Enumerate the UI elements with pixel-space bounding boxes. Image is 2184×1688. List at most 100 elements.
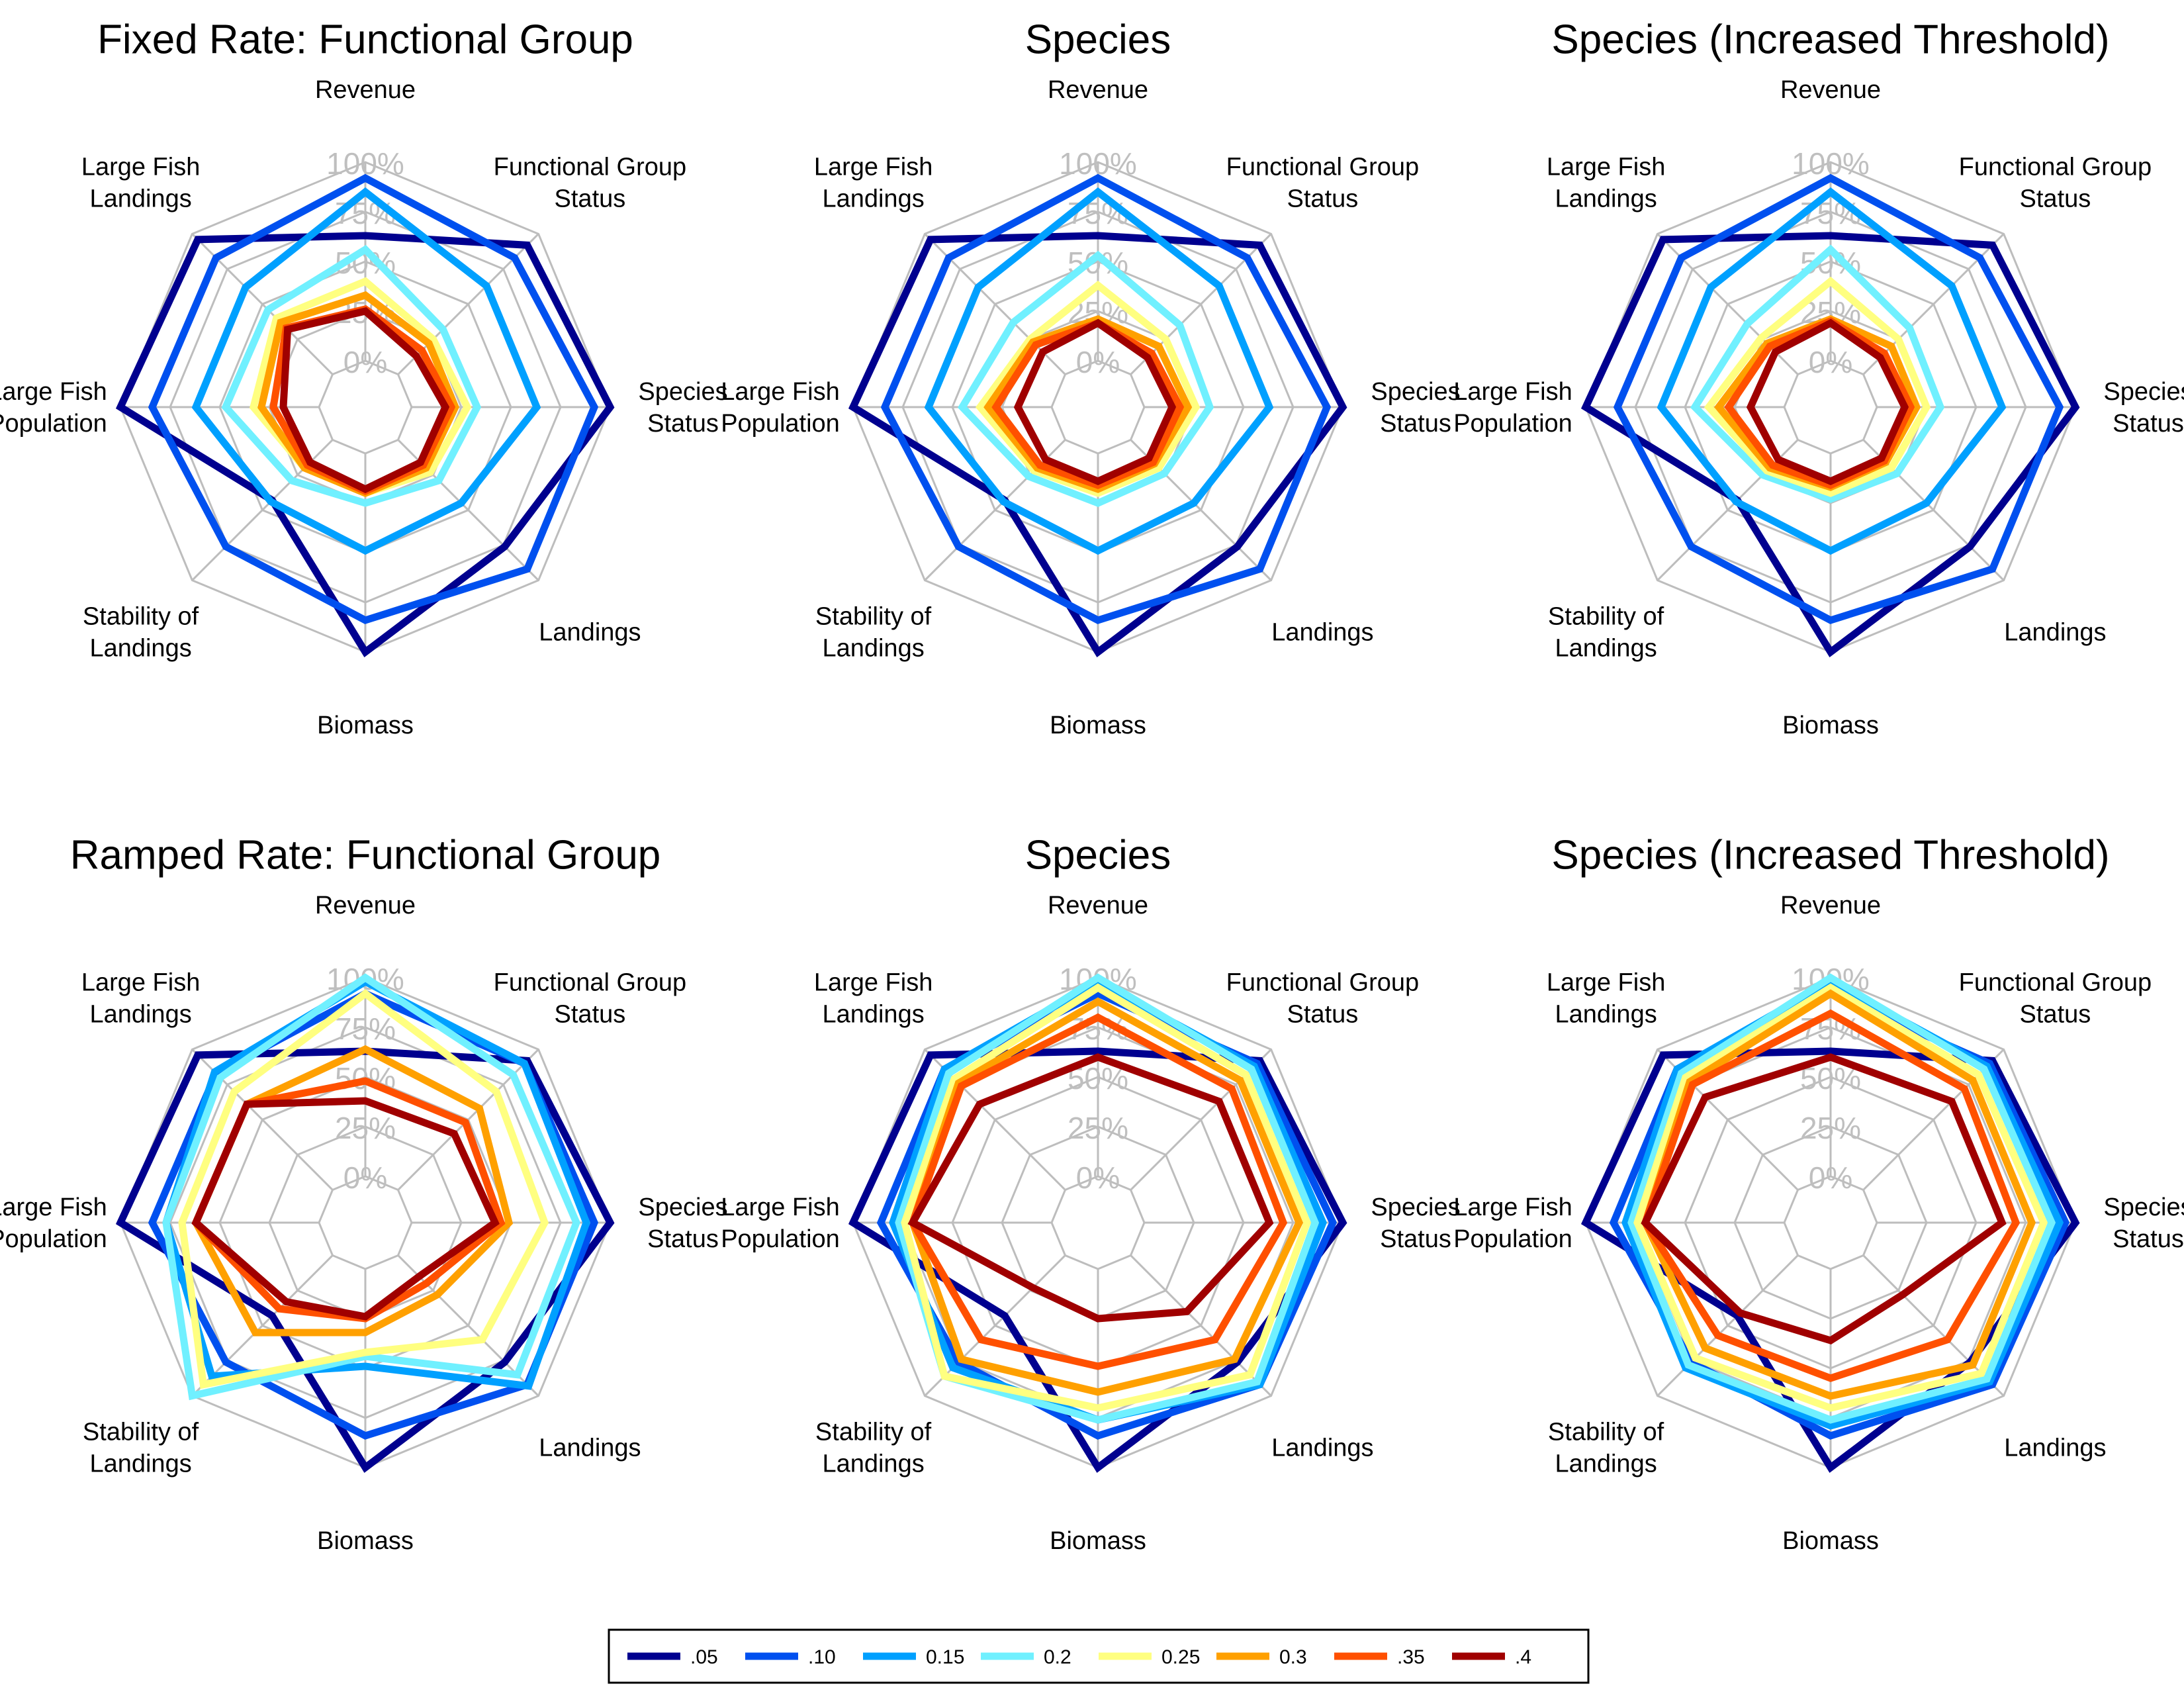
axis-label-biomass: Biomass: [1050, 1527, 1146, 1555]
tick-label: 0%: [343, 345, 387, 379]
axis-label-stability-of-landings: Landings: [822, 1450, 924, 1477]
axis-label-large-fish-population: Large Fish: [1453, 1194, 1572, 1221]
series-line-0-25: [1704, 276, 1931, 497]
tick-label: 75%: [335, 196, 396, 230]
axis-label-species-status: Status: [1380, 1225, 1451, 1253]
series-line-0-15: [191, 187, 541, 555]
axis-label-stability-of-landings: Stability of: [83, 602, 199, 630]
series-line-10: [148, 173, 599, 624]
axis-label-functional-group-status: Functional Group: [1959, 969, 2152, 997]
series-line-10: [880, 173, 1332, 624]
axis-label-revenue: Revenue: [1780, 892, 1881, 919]
panel-title: Species (Increased Threshold): [1551, 832, 2109, 878]
axis-label-functional-group-status: Status: [555, 1001, 626, 1029]
axis-label-large-fish-landings: Landings: [822, 185, 924, 213]
series-line-35: [991, 318, 1185, 489]
series-line-05: [848, 232, 1347, 658]
axis-label-large-fish-landings: Landings: [1555, 185, 1657, 213]
tick-label: 25%: [1068, 1111, 1128, 1145]
axis-label-functional-group-status: Functional Group: [1226, 154, 1420, 181]
series-line-0-25: [1633, 983, 2048, 1412]
legend-label: .4: [1515, 1646, 1531, 1668]
axis-label-stability-of-landings: Stability of: [1548, 1418, 1664, 1446]
legend-label: .10: [808, 1646, 836, 1668]
axis-label-species-status: Species: [1371, 378, 1460, 406]
radar-panel-2: Species0%25%50%75%100%RevenueFunctional …: [721, 17, 1460, 739]
axis-label-large-fish-landings: Landings: [1555, 1001, 1657, 1029]
axis-label-large-fish-landings: Large Fish: [814, 969, 933, 997]
legend-item-0-3: 0.3: [1216, 1646, 1307, 1668]
series-line-4: [191, 1097, 500, 1321]
tick-label: 25%: [335, 1111, 396, 1145]
radar-series-group: [1580, 973, 2080, 1474]
axis-label-functional-group-status: Status: [555, 185, 626, 213]
grid-spoke: [1657, 1254, 1799, 1397]
series-line-05: [1580, 1047, 2080, 1474]
legend-item-4: .4: [1452, 1646, 1531, 1668]
axis-label-stability-of-landings: Landings: [89, 1450, 191, 1477]
axis-label-stability-of-landings: Landings: [89, 634, 191, 662]
legend-label: 0.25: [1161, 1646, 1200, 1668]
legend-label: 0.2: [1044, 1646, 1071, 1668]
series-line-10: [876, 989, 1338, 1440]
axis-label-revenue: Revenue: [315, 892, 416, 919]
radar-series-group: [848, 173, 1347, 658]
series-line-05: [848, 1047, 1347, 1474]
axis-label-large-fish-population: Population: [0, 1225, 107, 1253]
series-line-0-2: [895, 973, 1319, 1424]
axis-label-biomass: Biomass: [317, 1527, 414, 1555]
axis-label-biomass: Biomass: [1050, 712, 1146, 739]
panel-title: Species: [1025, 832, 1171, 878]
radar-panel-6: Species (Increased Threshold)0%25%50%75%…: [1453, 832, 2184, 1555]
series-line-4: [1013, 318, 1177, 485]
axis-label-biomass: Biomass: [1782, 712, 1879, 739]
tick-label: 0%: [1809, 1160, 1852, 1195]
series-line-05: [115, 232, 615, 658]
series-line-0-3: [983, 315, 1193, 493]
series-line-05: [1580, 232, 2080, 658]
series-line-35: [908, 1013, 1288, 1370]
axis-label-stability-of-landings: Landings: [1555, 634, 1657, 662]
series-line-10: [1609, 989, 2070, 1440]
axis-label-species-status: Species: [2103, 378, 2184, 406]
legend-item-35: .35: [1334, 1646, 1425, 1668]
series-line-0-2: [162, 973, 580, 1401]
radar-panel-5: Species0%25%50%75%100%RevenueFunctional …: [721, 832, 1460, 1555]
axis-label-species-status: Species: [1371, 1194, 1460, 1221]
axis-label-functional-group-status: Status: [2020, 185, 2091, 213]
radar-series-group: [115, 973, 615, 1474]
series-line-35: [1724, 316, 1915, 489]
tick-label: 75%: [1068, 196, 1128, 230]
axis-label-landings: Landings: [539, 1434, 641, 1462]
panel-title: Species: [1025, 17, 1171, 62]
series-line-35: [1641, 1009, 2021, 1382]
legend-item-0-15: 0.15: [863, 1646, 964, 1668]
series-line-10: [1613, 173, 2064, 624]
series-line-4: [907, 1053, 1274, 1323]
axis-label-species-status: Species: [638, 378, 727, 406]
legend-label: 0.15: [926, 1646, 964, 1668]
legend-item-10: .10: [745, 1646, 836, 1668]
axis-label-species-status: Status: [2113, 1225, 2184, 1253]
axis-label-stability-of-landings: Stability of: [1548, 602, 1664, 630]
legend-item-0-2: 0.2: [981, 1646, 1071, 1668]
axis-label-stability-of-landings: Landings: [822, 634, 924, 662]
tick-label: 75%: [335, 1011, 396, 1046]
series-line-0-2: [221, 245, 482, 507]
radar-panel-4: Ramped Rate: Functional Group0%25%50%75%…: [0, 832, 728, 1555]
tick-label: 25%: [1800, 1111, 1861, 1145]
series-line-0-2: [958, 250, 1214, 507]
series-line-0-15: [1657, 187, 2007, 555]
axis-label-functional-group-status: Functional Group: [494, 969, 687, 997]
legend-item-0-25: 0.25: [1099, 1646, 1200, 1668]
axis-label-large-fish-landings: Large Fish: [814, 154, 933, 181]
series-line-4: [1641, 1053, 2007, 1344]
series-line-0-25: [901, 983, 1311, 1412]
axis-label-large-fish-population: Population: [0, 410, 107, 438]
series-line-0-15: [924, 187, 1274, 555]
axis-label-landings: Landings: [539, 618, 641, 646]
axis-label-landings: Landings: [1271, 1434, 1373, 1462]
tick-label: 0%: [343, 1160, 387, 1195]
axis-label-revenue: Revenue: [315, 76, 416, 104]
axis-label-landings: Landings: [1271, 618, 1373, 646]
